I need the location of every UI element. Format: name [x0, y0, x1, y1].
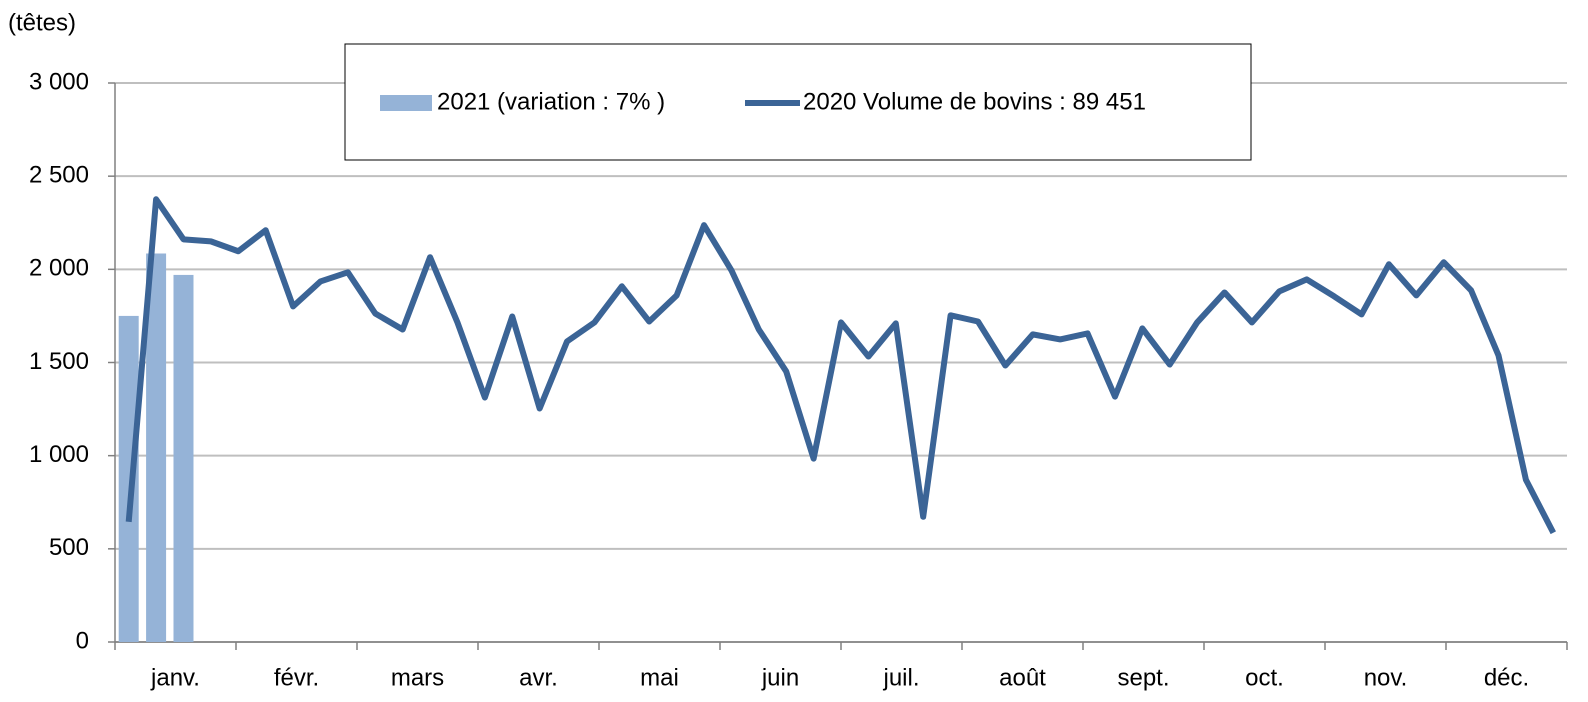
x-tick-label: avr.	[519, 664, 558, 691]
y-tick-label: 3 000	[29, 68, 89, 95]
y-tick-label: 500	[49, 534, 89, 561]
x-tick-label: sept.	[1117, 664, 1169, 691]
x-tick-label: déc.	[1484, 664, 1529, 691]
x-tick-label: juil.	[882, 664, 919, 691]
legend-label: 2021 (variation : 7% )	[437, 88, 665, 115]
x-tick-label: nov.	[1364, 664, 1408, 691]
x-tick-label: juin	[761, 664, 799, 691]
x-tick-label: mai	[640, 664, 679, 691]
y-axis-label: (têtes)	[8, 9, 76, 36]
bar	[146, 253, 167, 642]
y-tick-label: 2 500	[29, 162, 89, 189]
y-tick-label: 1 500	[29, 348, 89, 375]
x-tick-label: oct.	[1245, 664, 1284, 691]
legend-swatch	[380, 95, 432, 111]
y-tick-label: 2 000	[29, 255, 89, 282]
bar	[118, 315, 139, 642]
x-tick-label: janv.	[150, 664, 200, 691]
y-tick-label: 0	[76, 627, 89, 654]
legend-label: 2020 Volume de bovins : 89 451	[803, 88, 1146, 115]
x-tick-label: févr.	[274, 664, 319, 691]
x-tick-label: mars	[391, 664, 444, 691]
line	[125, 196, 1556, 535]
x-tick-label: août	[999, 664, 1046, 691]
bar	[173, 274, 194, 642]
y-tick-label: 1 000	[29, 441, 89, 468]
